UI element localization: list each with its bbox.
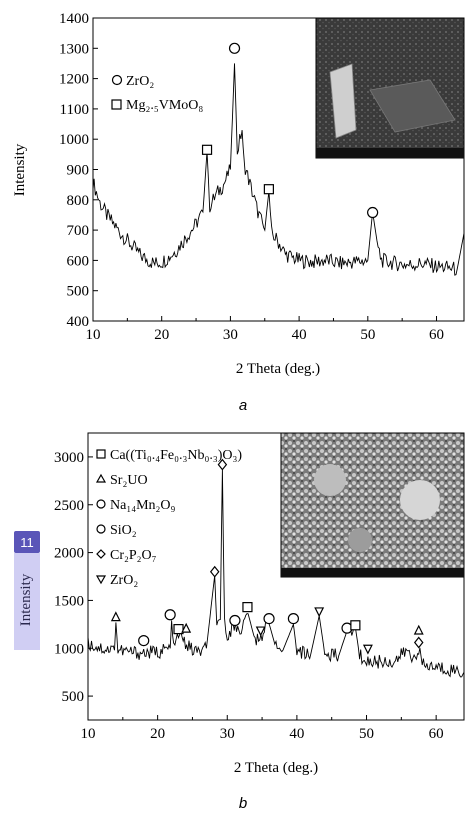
- legend-b-label-1: Sr₂UO: [110, 473, 148, 488]
- annotation-badge[interactable]: 11: [14, 531, 40, 553]
- peak-marker-diamond: [209, 565, 220, 578]
- chart-b-legend: Ca((Ti₀.₄Fe₀.₃Nb₀.₃)O₃) Sr₂UO Na₁₄Mn₂O₉ …: [95, 448, 242, 588]
- y-tick-label: 400: [67, 314, 90, 330]
- peak-marker-square: [201, 144, 213, 155]
- y-tick-label: 1400: [59, 11, 89, 27]
- x-tick-label: 60: [429, 327, 444, 343]
- chart-a-caption: a: [239, 397, 247, 414]
- peak-marker-triangle-down: [314, 607, 325, 618]
- x-tick-label: 30: [223, 327, 238, 343]
- y-tick-label: 1300: [59, 41, 89, 57]
- peak-marker-circle: [287, 612, 300, 625]
- x-tick-label: 50: [359, 726, 374, 742]
- legend-b-label-5: ZrO₂: [110, 573, 138, 588]
- chart-b-caption: b: [239, 795, 247, 812]
- chart-b-x-ticks: 10 20 30 40 50 60: [81, 715, 444, 742]
- y-tick-label: 2000: [54, 546, 84, 562]
- peak-marker-triangle-down: [362, 644, 373, 655]
- chart-b-x-label: 2 Theta (deg.): [234, 760, 318, 776]
- y-tick-label: 1200: [59, 72, 89, 88]
- x-tick-label: 10: [86, 327, 101, 343]
- y-tick-label: 1500: [54, 593, 84, 609]
- legend-b-marker-4: [96, 549, 106, 559]
- peak-marker-square: [242, 602, 253, 613]
- x-tick-label: 20: [150, 726, 165, 742]
- chart-a-xrd-trace: [92, 63, 465, 276]
- chart-b: 500 1000 1500 2000 2500 3000 10 20 30 40 50 60 Ca(…: [18, 432, 465, 812]
- peak-marker-circle: [367, 206, 379, 219]
- chart-b-y-ticks: 500 1000 1500 2000 2500 3000: [54, 450, 93, 705]
- chart-a-y-ticks: 400 500 600 700 800 900 1000 1100 1200 1300 1400: [59, 11, 98, 330]
- legend-label-zro2: ZrO₂: [126, 74, 154, 89]
- chart-a-x-ticks: 10 20 30 40 50 60: [86, 316, 444, 343]
- x-tick-label: 20: [154, 327, 169, 343]
- chart-a-legend: ZrO₂ Mg₂.₅VMoO₈: [111, 74, 203, 113]
- legend-b-marker-0: [96, 449, 106, 459]
- y-tick-label: 1000: [59, 132, 89, 148]
- legend-b-label-3: SiO₂: [110, 523, 137, 538]
- selection-highlight: [14, 553, 40, 650]
- peak-marker-circle: [164, 609, 176, 621]
- chart-b-y-label: Intensity: [18, 573, 34, 626]
- chart-a-peak-markers: [201, 42, 379, 219]
- x-tick-label: 30: [220, 726, 235, 742]
- y-tick-label: 500: [67, 284, 90, 300]
- chart-a-sem-inset: [315, 17, 465, 159]
- y-tick-label: 600: [67, 253, 90, 269]
- legend-marker-zro2: [111, 74, 123, 86]
- y-tick-label: 1100: [60, 102, 89, 118]
- y-tick-label: 700: [67, 223, 90, 239]
- y-tick-label: 1000: [54, 641, 84, 657]
- y-tick-label: 900: [67, 163, 90, 179]
- legend-b-label-2: Na₁₄Mn₂O₉: [110, 498, 176, 513]
- peak-marker-circle: [263, 612, 275, 625]
- y-tick-label: 2500: [54, 498, 84, 514]
- chart-b-sem-inset: [280, 432, 465, 578]
- legend-marker-mg: [111, 99, 122, 110]
- chart-b-xrd-trace: [87, 469, 465, 678]
- x-tick-label: 40: [292, 327, 307, 343]
- peak-marker-circle: [138, 634, 150, 647]
- y-tick-label: 800: [67, 193, 90, 209]
- peak-marker-square: [263, 184, 274, 195]
- legend-b-marker-2: [96, 499, 106, 509]
- legend-b-marker-1: [95, 473, 107, 483]
- legend-b-label-4: Cr₂P₂O₇: [110, 548, 157, 563]
- peak-marker-triangle-up: [413, 624, 424, 635]
- peak-marker-circle: [228, 42, 241, 54]
- chart-a-x-label: 2 Theta (deg.): [236, 361, 320, 377]
- peak-marker-square: [350, 620, 361, 631]
- legend-b-label-0: Ca((Ti₀.₄Fe₀.₃Nb₀.₃)O₃): [110, 448, 242, 463]
- legend-b-marker-5: [95, 575, 107, 585]
- chart-a: 400 500 600 700 800 900 1000 1100 1200 1300 1400 1…: [12, 11, 465, 414]
- x-tick-label: 60: [429, 726, 444, 742]
- peak-marker-triangle-up: [110, 611, 121, 622]
- peak-marker-triangle-up: [181, 622, 192, 633]
- legend-label-mg: Mg₂.₅VMoO₈: [126, 98, 203, 113]
- peak-marker-circle: [229, 614, 241, 627]
- peak-marker-triangle-down: [255, 626, 266, 637]
- y-tick-label: 3000: [54, 450, 84, 466]
- x-tick-label: 10: [81, 726, 96, 742]
- peak-marker-diamond: [413, 636, 424, 649]
- legend-b-marker-3: [96, 524, 106, 534]
- x-tick-label: 50: [360, 327, 375, 343]
- x-tick-label: 40: [289, 726, 304, 742]
- y-tick-label: 500: [62, 689, 85, 705]
- chart-a-y-label: Intensity: [12, 143, 28, 196]
- peak-marker-diamond: [217, 458, 228, 471]
- chart-b-peak-markers: [110, 458, 424, 655]
